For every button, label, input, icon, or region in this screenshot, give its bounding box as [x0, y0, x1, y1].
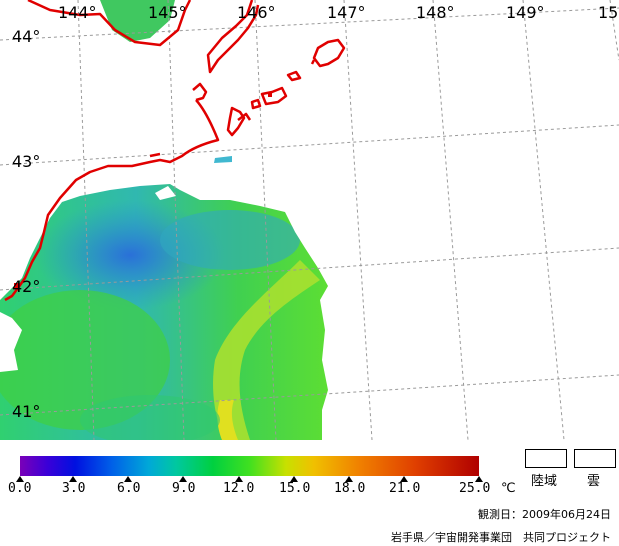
colorbar-label-21: 21.0 — [389, 481, 421, 496]
lon-label-146: 146° — [237, 3, 276, 22]
coast-points — [14, 93, 272, 288]
cloud-legend-swatch — [574, 449, 616, 468]
lon-label-144: 144° — [58, 3, 97, 22]
map-canvas — [0, 0, 619, 440]
colorbar-label-3: 3.0 — [62, 481, 86, 496]
colorbar-label-0: 0.0 — [8, 481, 32, 496]
colorbar-tick-25 — [475, 476, 483, 482]
lat-label-43: 43° — [12, 152, 41, 171]
lat-label-41: 41° — [12, 402, 41, 421]
colorbar-label-18: 18.0 — [334, 481, 366, 496]
colorbar-tick-3 — [69, 476, 77, 482]
colorbar-label-15: 15.0 — [279, 481, 311, 496]
credit-line: 岩手県／宇宙開発事業団 共同プロジェクト — [391, 531, 611, 544]
land-legend-label: 陸域 — [531, 474, 558, 489]
lat-label-44: 44° — [12, 27, 41, 46]
colorbar-tick-15 — [290, 476, 298, 482]
lat-label-42: 42° — [12, 277, 41, 296]
colorbar-tick-9 — [179, 476, 187, 482]
coastline — [4, 0, 346, 302]
colorbar-tick-0 — [16, 476, 24, 482]
cloud-legend-label: 雲 — [587, 474, 601, 489]
land-legend-swatch — [525, 449, 567, 468]
colorbar-label-12: 12.0 — [223, 481, 255, 496]
temperature-color-bar — [20, 456, 479, 476]
lon-label-149: 149° — [506, 3, 545, 22]
colorbar-tick-12 — [235, 476, 243, 482]
lon-label-148: 148° — [416, 3, 455, 22]
colorbar-tick-18 — [345, 476, 353, 482]
colorbar-label-9: 9.0 — [172, 481, 196, 496]
colorbar-tick-21 — [400, 476, 408, 482]
sea-surface-temperature-map: 144° 145° 146° 147° 148° 149° 15 44° 43°… — [0, 0, 619, 440]
lon-label-150: 15 — [598, 3, 619, 22]
observation-date: 観測日：2009年06月24日 — [478, 508, 611, 521]
colorbar-label-6: 6.0 — [117, 481, 141, 496]
lon-label-147: 147° — [327, 3, 366, 22]
temperature-unit: ℃ — [501, 481, 516, 496]
graticule — [0, 0, 619, 440]
lon-label-145: 145° — [148, 3, 187, 22]
colorbar-tick-6 — [124, 476, 132, 482]
colorbar-label-25: 25.0 — [459, 481, 491, 496]
